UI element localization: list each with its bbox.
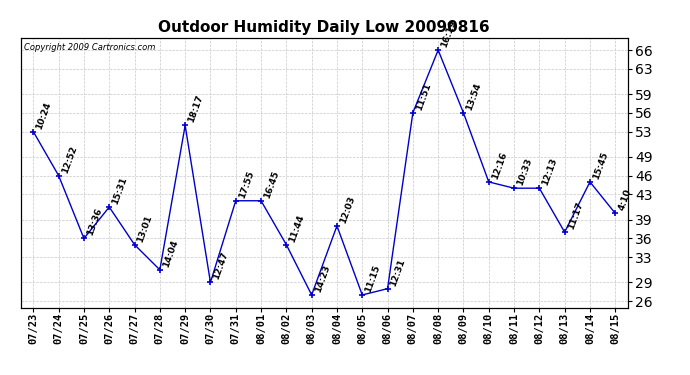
Text: 13:36: 13:36 — [86, 207, 104, 237]
Text: 14:04: 14:04 — [161, 238, 179, 268]
Text: 11:44: 11:44 — [288, 213, 306, 243]
Text: 11:17: 11:17 — [566, 201, 584, 231]
Text: 12:16: 12:16 — [490, 150, 509, 180]
Text: 17:55: 17:55 — [237, 169, 255, 200]
Text: 13:54: 13:54 — [465, 81, 483, 111]
Text: 12:52: 12:52 — [60, 144, 78, 174]
Text: 12:31: 12:31 — [389, 257, 407, 287]
Text: 11:51: 11:51 — [414, 81, 433, 111]
Text: 15:31: 15:31 — [110, 176, 129, 206]
Title: Outdoor Humidity Daily Low 20090816: Outdoor Humidity Daily Low 20090816 — [159, 20, 490, 35]
Text: 18:17: 18:17 — [186, 94, 205, 124]
Text: 16:45: 16:45 — [262, 169, 281, 200]
Text: 4:10: 4:10 — [617, 188, 633, 212]
Text: 15:45: 15:45 — [591, 150, 610, 180]
Text: 10:24: 10:24 — [34, 100, 53, 130]
Text: 12:13: 12:13 — [541, 157, 559, 187]
Text: 14:23: 14:23 — [313, 264, 331, 294]
Text: 12:03: 12:03 — [338, 195, 357, 225]
Text: 10:33: 10:33 — [515, 157, 533, 187]
Text: 13:01: 13:01 — [136, 213, 154, 243]
Text: 12:47: 12:47 — [212, 251, 230, 281]
Text: 16:19: 16:19 — [440, 19, 458, 49]
Text: 11:15: 11:15 — [364, 264, 382, 294]
Text: Copyright 2009 Cartronics.com: Copyright 2009 Cartronics.com — [23, 43, 155, 52]
